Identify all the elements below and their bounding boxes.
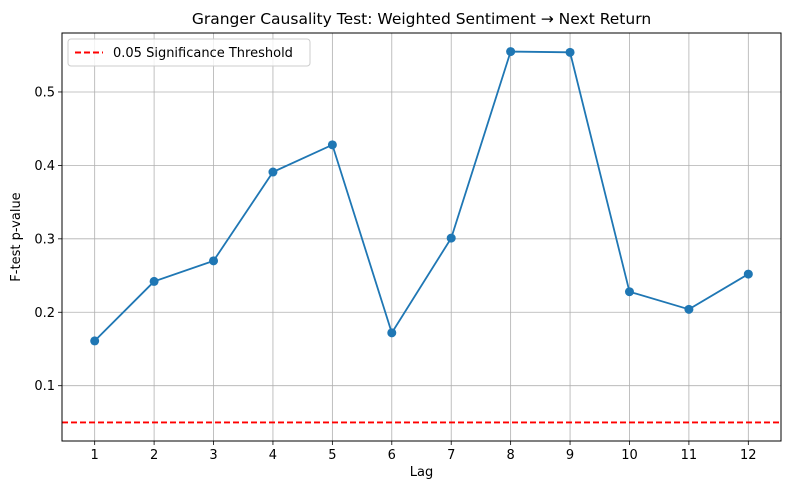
legend-threshold-label: 0.05 Significance Threshold [113,46,293,61]
y-tick-label: 0.5 [34,85,55,100]
data-point [209,256,219,266]
data-point [684,304,694,314]
data-point [565,47,575,57]
data-point [327,140,337,150]
grid [62,33,781,441]
legend-box [67,38,311,67]
x-tick-label: 4 [269,448,277,463]
x-tick-label: 11 [681,448,698,463]
x-tick-label: 9 [566,448,574,463]
legend: 0.05 Significance Threshold [67,38,311,67]
x-tick-label: 5 [328,448,336,463]
series-line [94,50,749,342]
data-point [268,167,278,177]
x-tick-label: 3 [209,448,217,463]
x-tick-label: 2 [150,448,158,463]
x-axis-label: Lag [410,465,433,480]
y-tick-label: 0.1 [34,379,55,394]
y-tick-label: 0.2 [34,306,55,321]
data-point [743,269,753,279]
y-axis-label: F-test p-value [9,192,24,281]
y-tick-label: 0.4 [34,159,55,174]
data-point [387,328,397,338]
data-point [446,233,456,243]
plot-frame [61,32,782,442]
x-tick-label: 8 [506,448,514,463]
y-tick-label: 0.3 [34,232,55,247]
x-tick-label: 6 [388,448,396,463]
x-axis-ticks: 1 2 3 4 5 6 7 8 9 10 11 12 [91,441,757,463]
chart-title: Granger Causality Test: Weighted Sentime… [192,10,651,28]
x-tick-label: 7 [447,448,455,463]
x-tick-label: 1 [91,448,99,463]
y-axis-ticks: 0.1 0.2 0.3 0.4 0.5 [34,85,62,394]
data-point [506,47,516,57]
data-point [90,336,100,346]
x-tick-label: 10 [621,448,638,463]
series-layer [90,47,753,346]
data-point [149,276,159,286]
data-point [624,287,634,297]
x-tick-label: 12 [740,448,757,463]
